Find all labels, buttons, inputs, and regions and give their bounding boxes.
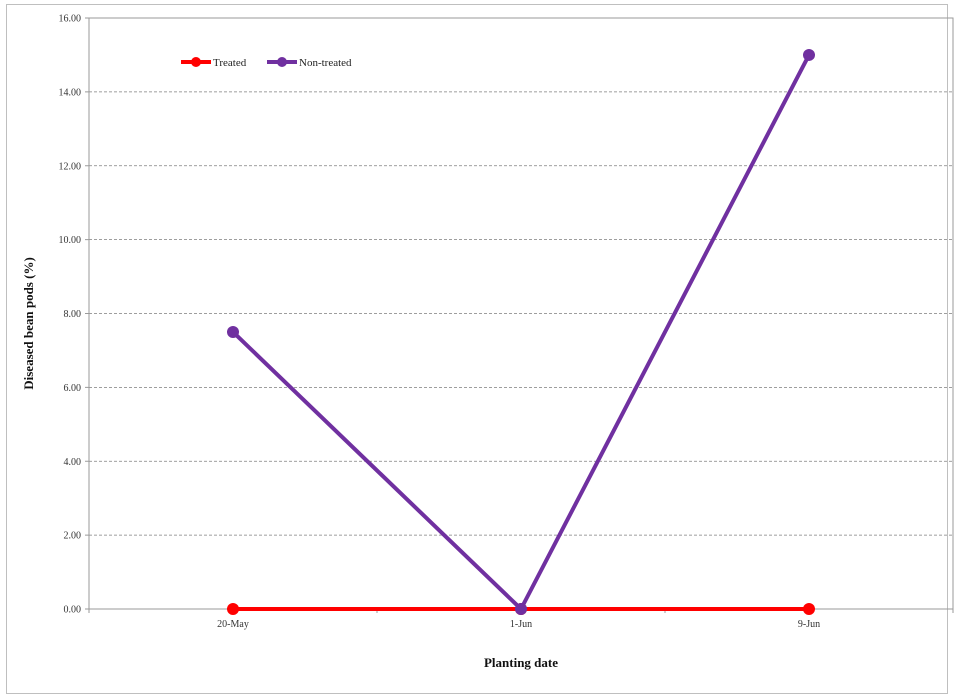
legend-marker: [191, 57, 201, 67]
legend-item: Non-treated: [267, 57, 352, 69]
x-tick-label: 1-Jun: [510, 619, 532, 630]
y-tick-label: 4.00: [64, 457, 82, 468]
series-non-treated: [227, 48, 815, 615]
y-tick-label: 12.00: [59, 161, 82, 172]
legend-label: Treated: [213, 57, 247, 69]
y-axis-title: Diseased bean pods (%): [21, 257, 36, 390]
y-tick-label: 16.00: [59, 14, 82, 25]
y-tick-label: 0.00: [64, 605, 82, 616]
chart-frame: [6, 4, 948, 694]
y-tick-label: 2.00: [64, 531, 82, 542]
series-group: [227, 48, 815, 615]
data-point: [803, 48, 815, 61]
y-tick-label: 14.00: [59, 87, 82, 98]
legend-marker: [277, 57, 287, 67]
gridlines: [89, 91, 953, 536]
y-tick-label: 6.00: [64, 383, 82, 394]
data-point: [227, 603, 239, 615]
y-axis-ticks: 0.00 2.00 4.00 6.00 8.00 10.00 12.00 14.00 16.00: [59, 14, 89, 616]
legend-label: Non-treated: [299, 57, 352, 69]
data-point: [803, 603, 815, 615]
data-point: [227, 325, 239, 338]
y-tick-label: 10.00: [59, 235, 82, 246]
x-tick-label: 9-Jun: [798, 619, 820, 630]
data-point: [515, 603, 527, 615]
series-line: [231, 54, 811, 611]
y-tick-label: 8.00: [64, 309, 82, 320]
x-axis-title: Planting date: [484, 655, 558, 670]
legend: Treated Non-treated: [181, 57, 352, 69]
legend-item: Treated: [181, 57, 247, 69]
x-tick-label: 20-May: [217, 619, 249, 630]
